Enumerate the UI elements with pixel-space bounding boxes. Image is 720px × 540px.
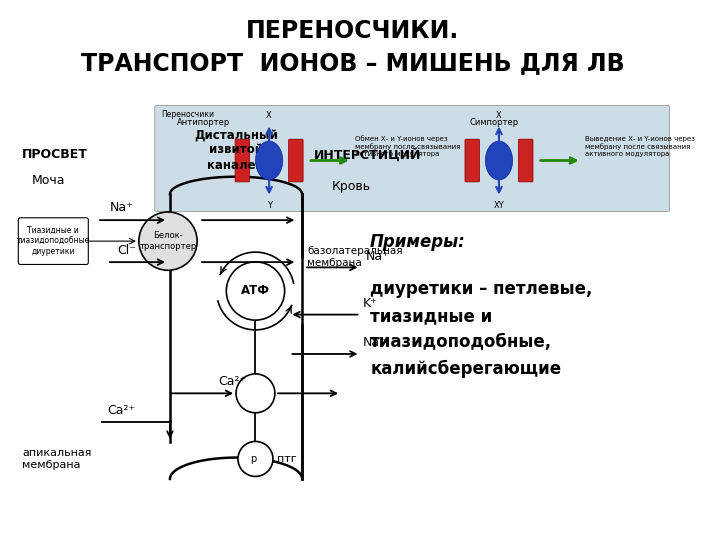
FancyBboxPatch shape (155, 105, 670, 212)
Text: Белок-
транспортер: Белок- транспортер (140, 232, 197, 251)
Text: ТРАНСПОРТ  ИОНОВ – МИШЕНЬ ДЛЯ ЛВ: ТРАНСПОРТ ИОНОВ – МИШЕНЬ ДЛЯ ЛВ (81, 51, 624, 75)
Text: Выведение Х- и Y-ионов через
мембрану после связывания
активного модулятора: Выведение Х- и Y-ионов через мембрану по… (585, 136, 695, 157)
FancyBboxPatch shape (465, 139, 480, 182)
Text: ПРОСВЕТ: ПРОСВЕТ (22, 148, 88, 161)
Text: Дистальный
извитой
каналец: Дистальный извитой каналец (194, 129, 278, 171)
Text: Переносчики: Переносчики (161, 110, 215, 119)
Text: Cl⁻: Cl⁻ (117, 244, 135, 257)
FancyBboxPatch shape (235, 139, 250, 182)
Text: Na⁺: Na⁺ (365, 249, 389, 262)
Text: Ca²⁺: Ca²⁺ (219, 375, 247, 388)
Text: X: X (266, 111, 272, 120)
Circle shape (139, 212, 197, 271)
Text: XY: XY (494, 201, 504, 211)
Circle shape (238, 441, 273, 476)
Text: птг: птг (277, 454, 297, 464)
FancyBboxPatch shape (289, 139, 303, 182)
Text: АТФ: АТФ (241, 285, 270, 298)
Circle shape (226, 262, 284, 320)
Text: Na⁺: Na⁺ (362, 336, 386, 349)
Text: р: р (251, 454, 256, 464)
Text: Обмен Х- и Y-ионов через
мембрану после связывания
активного модулятора: Обмен Х- и Y-ионов через мембрану после … (355, 135, 460, 157)
Text: диуретики – петлевые,
тиазидные и
тиазидоподобные,
калийсберегающие: диуретики – петлевые, тиазидные и тиазид… (370, 280, 593, 378)
Text: Ca²⁺: Ca²⁺ (107, 404, 135, 417)
Ellipse shape (256, 141, 283, 180)
Text: Na⁺: Na⁺ (109, 201, 133, 214)
Text: Примеры:: Примеры: (370, 233, 466, 251)
Circle shape (236, 374, 275, 413)
FancyBboxPatch shape (18, 218, 89, 265)
Text: Моча: Моча (32, 174, 66, 187)
Text: ИНТЕРСТИЦИЙ: ИНТЕРСТИЦИЙ (314, 147, 421, 161)
Text: апикальная
мембрана: апикальная мембрана (22, 448, 91, 470)
Text: Кровь: Кровь (331, 179, 370, 193)
Text: Y: Y (266, 201, 271, 211)
Text: ПЕРЕНОСЧИКИ.: ПЕРЕНОСЧИКИ. (246, 19, 459, 43)
Text: Симпортер: Симпортер (470, 118, 519, 127)
FancyBboxPatch shape (518, 139, 533, 182)
Text: K⁺: K⁺ (362, 297, 377, 310)
Text: Тиазидные и
тиазидоподобные
диуретики: Тиазидные и тиазидоподобные диуретики (17, 226, 90, 256)
Text: Антипортер: Антипортер (177, 118, 230, 127)
Text: X: X (496, 111, 502, 120)
Ellipse shape (485, 141, 513, 180)
Text: базолатеральная
мембрана: базолатеральная мембрана (307, 246, 402, 268)
